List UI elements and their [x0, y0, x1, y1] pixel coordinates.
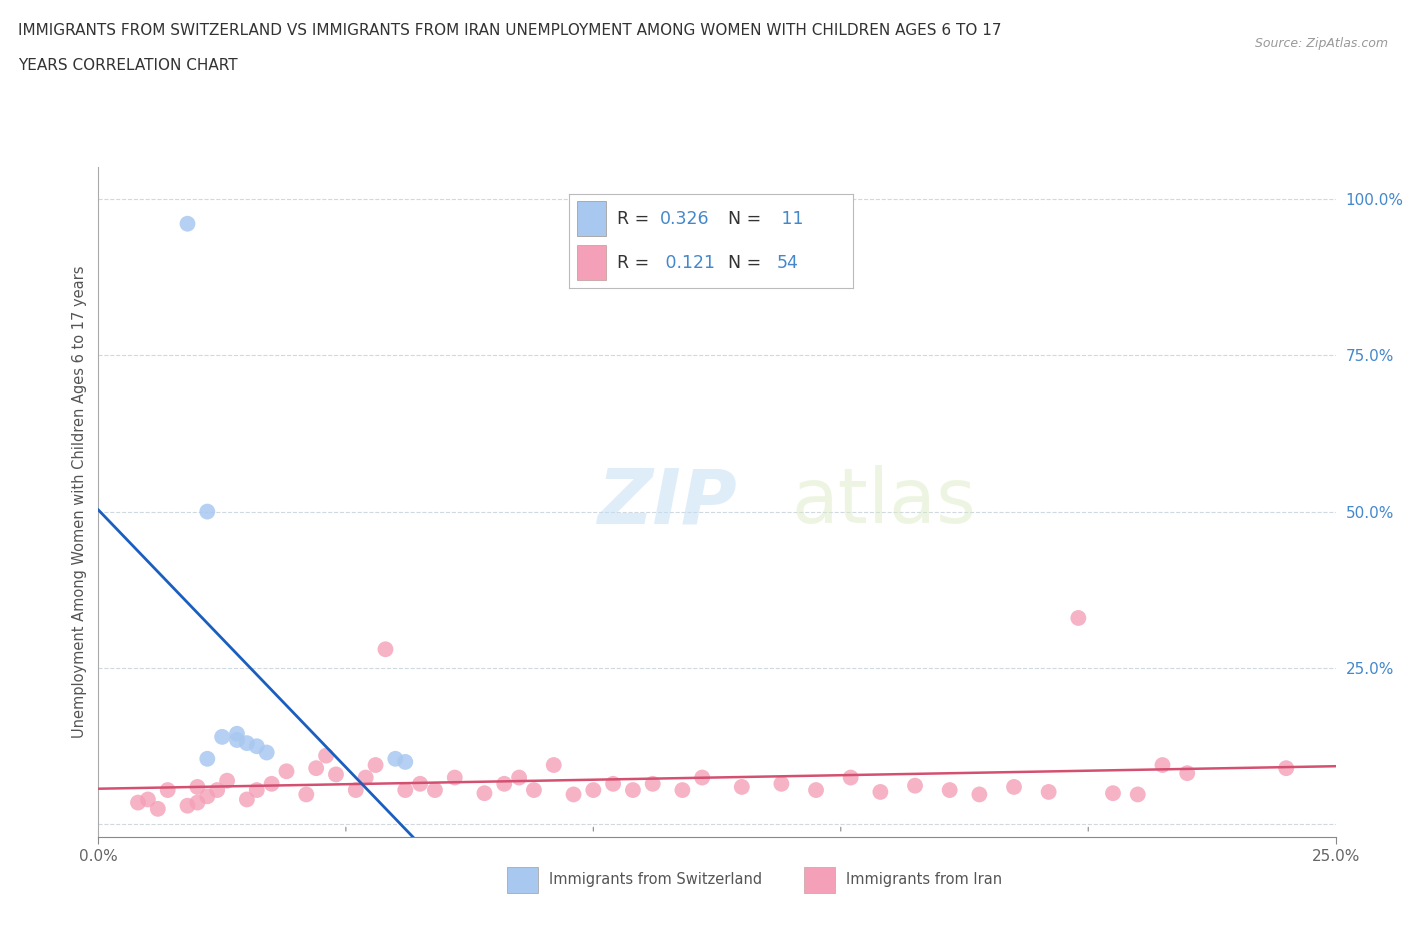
Point	[246, 738, 269, 753]
Text: Immigrants from Iran: Immigrants from Iran	[846, 872, 1002, 887]
Point	[246, 783, 269, 798]
Point	[176, 798, 198, 813]
Point	[543, 758, 565, 773]
Text: ZIP: ZIP	[598, 465, 737, 539]
Point	[494, 777, 516, 791]
Text: 54: 54	[776, 254, 799, 272]
Point	[156, 783, 179, 798]
Point	[127, 795, 149, 810]
Point	[969, 787, 991, 802]
Point	[146, 802, 169, 817]
Text: R =: R =	[617, 209, 655, 228]
Point	[217, 773, 239, 788]
Bar	[576, 201, 606, 236]
Point	[226, 726, 249, 741]
Point	[443, 770, 465, 785]
Point	[354, 770, 377, 785]
Point	[364, 758, 387, 773]
Point	[236, 736, 259, 751]
Text: Immigrants from Switzerland: Immigrants from Switzerland	[548, 872, 762, 887]
Point	[186, 779, 208, 794]
Y-axis label: Unemployment Among Women with Children Ages 6 to 17 years: Unemployment Among Women with Children A…	[72, 266, 87, 738]
Point	[1002, 779, 1025, 794]
Point	[136, 792, 159, 807]
Text: YEARS CORRELATION CHART: YEARS CORRELATION CHART	[18, 58, 238, 73]
Text: R =: R =	[617, 254, 655, 272]
Point	[869, 785, 891, 800]
Point	[211, 729, 233, 744]
Text: N =: N =	[728, 254, 766, 272]
Point	[508, 770, 530, 785]
Point	[186, 795, 208, 810]
Text: N =: N =	[728, 209, 766, 228]
Point	[236, 792, 259, 807]
Point	[295, 787, 318, 802]
Point	[770, 777, 793, 791]
Point	[938, 783, 960, 798]
Point	[384, 751, 406, 766]
Point	[562, 787, 585, 802]
Point	[621, 783, 644, 798]
Point	[195, 504, 218, 519]
Point	[904, 778, 927, 793]
Point	[474, 786, 496, 801]
Text: atlas: atlas	[792, 465, 976, 539]
Point	[176, 217, 198, 232]
Bar	[576, 245, 606, 281]
Point	[671, 783, 693, 798]
Point	[315, 749, 337, 764]
Point	[731, 779, 754, 794]
Point	[839, 770, 862, 785]
Point	[260, 777, 283, 791]
Point	[409, 777, 432, 791]
Point	[394, 754, 416, 769]
Text: Source: ZipAtlas.com: Source: ZipAtlas.com	[1254, 37, 1388, 50]
Point	[226, 733, 249, 748]
Point	[1126, 787, 1149, 802]
Point	[1175, 765, 1198, 780]
Point	[195, 789, 218, 804]
Point	[1275, 761, 1298, 776]
Point	[305, 761, 328, 776]
Point	[205, 783, 228, 798]
Point	[344, 783, 367, 798]
Point	[325, 767, 347, 782]
Point	[804, 783, 827, 798]
Point	[1152, 758, 1174, 773]
Point	[276, 764, 298, 778]
Point	[256, 745, 278, 760]
Point	[1038, 785, 1060, 800]
Text: IMMIGRANTS FROM SWITZERLAND VS IMMIGRANTS FROM IRAN UNEMPLOYMENT AMONG WOMEN WIT: IMMIGRANTS FROM SWITZERLAND VS IMMIGRANT…	[18, 23, 1002, 38]
Point	[602, 777, 624, 791]
Point	[374, 642, 396, 657]
Text: 0.326: 0.326	[659, 209, 709, 228]
Point	[394, 783, 416, 798]
Point	[195, 751, 218, 766]
Point	[423, 783, 446, 798]
Point	[1102, 786, 1125, 801]
Point	[690, 770, 713, 785]
Text: 0.121: 0.121	[659, 254, 714, 272]
Text: 11: 11	[776, 209, 804, 228]
Point	[582, 783, 605, 798]
Point	[641, 777, 664, 791]
Point	[523, 783, 546, 798]
Point	[1067, 610, 1090, 625]
